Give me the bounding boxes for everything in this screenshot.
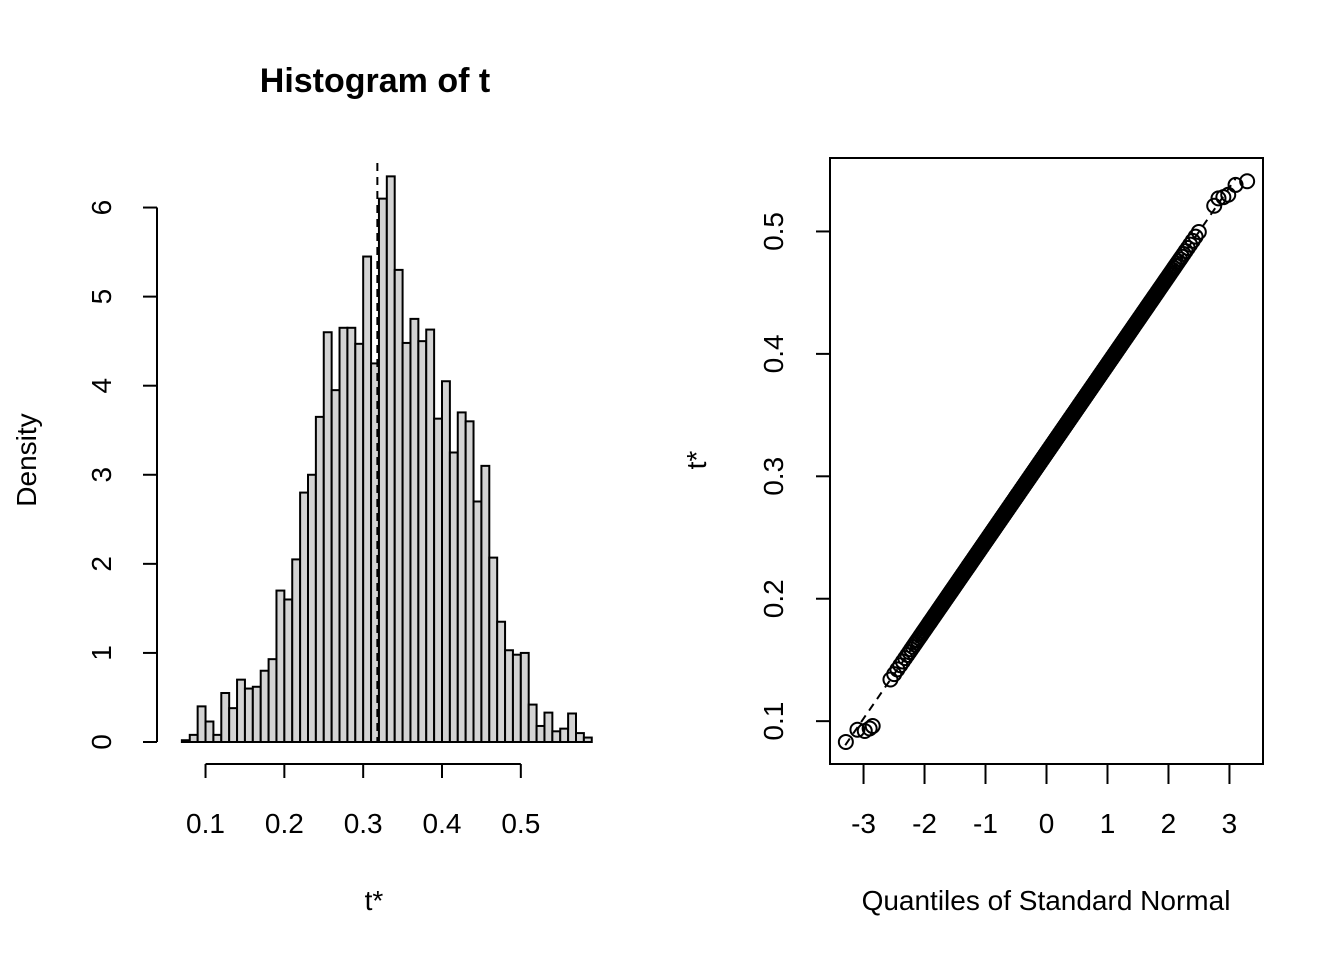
qq-axes: -3 -2 -1 0 1 2 3 0.1 0.2 0.3 0.4 0.5 — [758, 212, 1237, 839]
histogram-x-tick-label: 0.3 — [344, 808, 383, 839]
histogram-bar — [338, 326, 349, 743]
histogram-y-tick-label: 0 — [86, 734, 117, 750]
histogram-y-axis-label: Density — [11, 413, 42, 506]
qq-y-tick-label: 0.5 — [758, 212, 789, 251]
histogram-bar — [401, 341, 412, 743]
qq-y-tick-label: 0.3 — [758, 457, 789, 496]
histogram-bar — [259, 669, 270, 743]
histogram-x-tick-label: 0.5 — [501, 808, 540, 839]
histogram-bar — [220, 692, 231, 743]
histogram-bar — [377, 197, 388, 743]
histogram-bar — [488, 556, 499, 744]
qq-point-extreme — [837, 733, 854, 750]
histogram-bar — [188, 733, 199, 743]
histogram-axes: 0.1 0.2 0.3 0.4 0.5 0 1 2 3 4 5 6 — [86, 163, 540, 839]
qq-point — [1190, 223, 1207, 240]
histogram-bar — [346, 326, 357, 743]
histogram-bar — [575, 732, 585, 743]
qq-x-tick-label: 0 — [1039, 808, 1055, 839]
histogram-bar — [433, 417, 443, 743]
histogram-bar — [527, 703, 538, 744]
histogram-bar — [228, 707, 239, 743]
qq-point-extreme — [1227, 176, 1244, 193]
histogram-bar — [582, 736, 593, 743]
histogram-bar — [417, 340, 428, 743]
histogram-bar — [441, 380, 451, 743]
histogram-bar — [180, 739, 191, 743]
histogram-bar — [543, 711, 554, 743]
histogram-bar — [322, 331, 333, 743]
histogram-x-tick-label: 0.4 — [423, 808, 462, 839]
histogram-bar — [496, 620, 507, 743]
qq-x-tick-label: 2 — [1161, 808, 1177, 839]
histogram-bar — [283, 598, 294, 743]
histogram-bar — [409, 317, 420, 743]
histogram-bar — [291, 558, 302, 744]
histogram-y-tick-label: 6 — [86, 200, 117, 216]
histogram-bar — [307, 473, 317, 743]
histogram-bar — [275, 589, 286, 743]
histogram-bar — [299, 491, 309, 744]
histogram-y-tick-label: 3 — [86, 467, 117, 483]
qq-plot-panel: Quantiles of Standard Normal t* -3 -2 -1 0 1… — [681, 157, 1264, 916]
histogram-bar — [362, 255, 373, 743]
histogram-x-axis-label: t* — [365, 885, 384, 916]
histogram-bar — [519, 651, 530, 744]
qq-x-tick-label: -3 — [851, 808, 876, 839]
qq-point-extreme — [864, 718, 881, 735]
histogram-x-tick-label: 0.2 — [265, 808, 304, 839]
histogram-bar — [456, 411, 467, 743]
histogram-y-tick-label: 2 — [86, 556, 117, 572]
histogram-bar — [385, 175, 396, 744]
qq-point-extreme — [849, 721, 866, 738]
histogram-y-tick-label: 5 — [86, 289, 117, 305]
histogram-bar — [243, 687, 254, 743]
histogram-bar — [267, 658, 278, 743]
histogram-bar — [196, 705, 207, 743]
histogram-bar — [354, 342, 365, 743]
qq-y-tick-label: 0.2 — [758, 579, 789, 618]
qq-points — [837, 173, 1256, 750]
histogram-bar — [464, 420, 475, 743]
histogram-x-tick-label: 0.1 — [186, 808, 225, 839]
histogram-bar — [448, 451, 459, 743]
histogram-bar — [472, 500, 483, 743]
histogram-panel: Histogram of t t* Density 0.1 0.2 0.3 0.4 0.… — [11, 62, 593, 916]
histogram-bar — [251, 685, 262, 743]
histogram-bar — [567, 712, 578, 743]
qq-y-axis-label: t* — [681, 451, 712, 470]
qq-x-tick-label: -1 — [973, 808, 998, 839]
histogram-bar — [504, 649, 514, 744]
histogram-bar — [535, 724, 546, 743]
qq-y-tick-label: 0.1 — [758, 702, 789, 741]
histogram-bar — [236, 678, 246, 744]
qq-point — [889, 661, 906, 678]
histogram-bar — [480, 464, 491, 743]
histogram-bar — [330, 389, 341, 743]
qq-x-tick-label: 1 — [1100, 808, 1116, 839]
histogram-bar — [511, 653, 522, 743]
histogram-bar — [314, 415, 325, 743]
histogram-y-tick-label: 4 — [86, 378, 117, 394]
histogram-bar — [559, 727, 570, 744]
histogram-bar — [212, 733, 223, 743]
qq-x-axis-label: Quantiles of Standard Normal — [862, 885, 1231, 916]
histogram-bars — [180, 175, 593, 744]
qq-point-extreme — [861, 720, 878, 737]
qq-point — [1182, 236, 1199, 253]
histogram-title: Histogram of t — [260, 62, 490, 100]
qq-y-tick-label: 0.4 — [758, 334, 789, 373]
qq-x-tick-label: -2 — [912, 808, 937, 839]
qq-point-extreme — [1239, 173, 1256, 190]
histogram-bar — [551, 730, 562, 744]
histogram-bar — [425, 328, 436, 743]
histogram-bar — [393, 268, 404, 743]
qq-x-tick-label: 3 — [1222, 808, 1238, 839]
histogram-bar — [204, 720, 215, 744]
histogram-y-tick-label: 1 — [86, 645, 117, 661]
